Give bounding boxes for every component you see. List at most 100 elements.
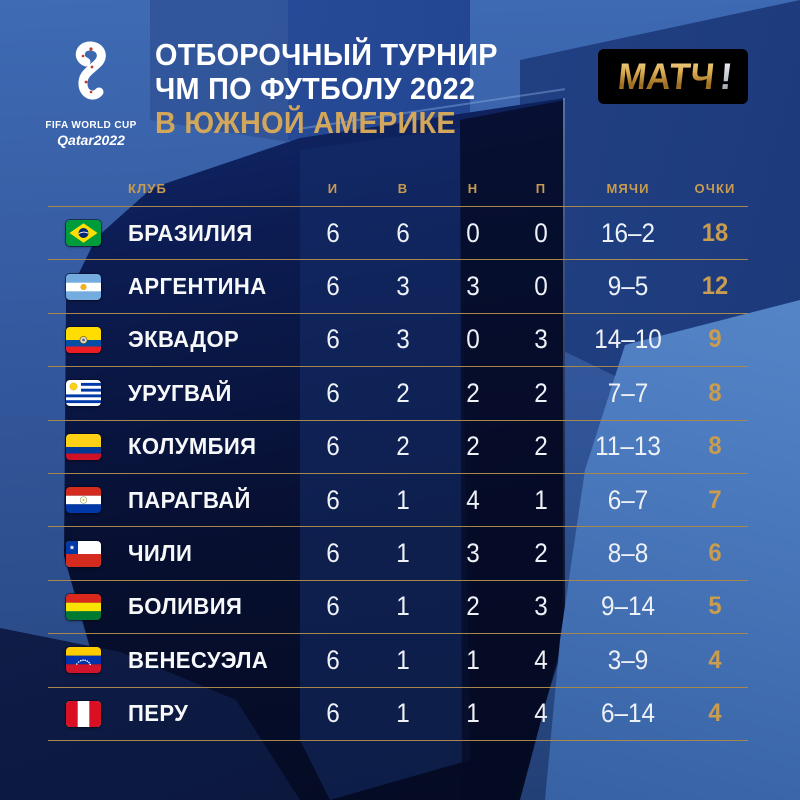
world-cup-trophy-swirl-icon [75, 41, 106, 100]
club-name: БОЛИВИЯ [128, 593, 243, 620]
points-value: 9 [708, 325, 722, 354]
played-value: 6 [326, 324, 340, 355]
points-value: 6 [708, 539, 722, 568]
ecuador-flag-icon [66, 326, 101, 353]
table-row: ЧИЛИ 6 1 3 2 8–8 6 [48, 527, 748, 581]
points-value: 4 [708, 645, 722, 674]
club-name: ВЕНЕСУЭЛА [128, 646, 269, 673]
club-name: ЧИЛИ [128, 540, 193, 567]
background-edge-highlight [563, 98, 565, 638]
argentina-flag-icon [66, 273, 101, 300]
title-line-3: В ЮЖНОЙ АМЕРИКЕ [155, 105, 456, 140]
draws-value: 0 [466, 324, 480, 355]
table-row: БРАЗИЛИЯ 6 6 0 0 16–2 18 [48, 207, 748, 261]
goals-value: 6–14 [600, 698, 656, 729]
club-name: УРУГВАЙ [128, 379, 232, 406]
played-value: 6 [326, 271, 340, 302]
wins-value: 3 [396, 324, 410, 355]
played-value: 6 [326, 591, 340, 622]
losses-value: 2 [534, 431, 548, 462]
column-header-played: И [327, 180, 339, 196]
bolivia-flag-icon [66, 593, 101, 620]
losses-value: 2 [534, 538, 548, 569]
match-tv-logo: МАТЧ ! [598, 49, 748, 104]
draws-value: 1 [466, 644, 480, 675]
draws-value: 2 [466, 377, 480, 408]
draws-value: 1 [466, 698, 480, 729]
goals-value: 16–2 [600, 217, 656, 248]
table-row: ПАРАГВАЙ 6 1 4 1 6–7 7 [48, 474, 748, 528]
played-value: 6 [326, 644, 340, 675]
played-value: 6 [326, 484, 340, 515]
wins-value: 1 [396, 591, 410, 622]
club-name: БРАЗИЛИЯ [128, 219, 253, 246]
table-row: КОЛУМБИЯ 6 2 2 2 11–13 8 [48, 421, 748, 474]
table-row: ПЕРУ 6 1 1 4 6–14 4 [48, 688, 748, 741]
draws-value: 0 [466, 217, 480, 248]
table-row: ЭКВАДОР 6 3 0 3 14–10 9 [48, 314, 748, 368]
wins-value: 1 [396, 484, 410, 515]
played-value: 6 [326, 217, 340, 248]
venezuela-flag-icon [66, 647, 101, 674]
column-header-points: ОЧКИ [694, 180, 736, 196]
draws-value: 2 [466, 431, 480, 462]
table-row: ВЕНЕСУЭЛА 6 1 1 4 3–9 4 [48, 634, 748, 688]
column-header-club: КЛУБ [128, 180, 167, 196]
column-header-losses: П [535, 180, 547, 196]
goals-value: 14–10 [594, 324, 662, 355]
draws-value: 3 [466, 271, 480, 302]
table-row: УРУГВАЙ 6 2 2 2 7–7 8 [48, 367, 748, 421]
column-header-wins: В [397, 180, 409, 196]
losses-value: 2 [534, 377, 548, 408]
wins-value: 1 [396, 698, 410, 729]
wins-value: 6 [396, 217, 410, 248]
points-value: 7 [708, 485, 722, 514]
goals-value: 11–13 [595, 431, 661, 462]
fifa-world-cup-logo: FIFA WORLD CUP Qatar2022 [45, 40, 137, 148]
wins-value: 1 [396, 538, 410, 569]
club-name: ПЕРУ [128, 700, 189, 727]
column-header-draws: Н [467, 180, 479, 196]
losses-value: 4 [534, 644, 548, 675]
paraguay-flag-icon [66, 487, 101, 514]
match-tv-wordmark: МАТЧ [615, 55, 717, 97]
title-line-2: ЧМ ПО ФУТБОЛУ 2022 [155, 71, 476, 106]
table-row: АРГЕНТИНА 6 3 3 0 9–5 12 [48, 260, 748, 314]
points-value: 8 [708, 432, 722, 461]
points-value: 12 [701, 272, 729, 301]
played-value: 6 [326, 698, 340, 729]
points-value: 18 [701, 218, 729, 247]
played-value: 6 [326, 431, 340, 462]
colombia-flag-icon [66, 433, 101, 460]
standings-table: КЛУБ И В Н П МЯЧИ ОЧКИ БРАЗИЛИЯ 6 6 0 0 … [48, 170, 748, 741]
match-tv-exclamation: ! [717, 55, 735, 97]
table-header-row: КЛУБ И В Н П МЯЧИ ОЧКИ [48, 170, 748, 207]
played-value: 6 [326, 538, 340, 569]
fifa-logo-text: FIFA WORLD CUP [45, 120, 137, 131]
wins-value: 1 [396, 644, 410, 675]
points-value: 4 [708, 699, 722, 728]
wins-value: 2 [396, 377, 410, 408]
goals-value: 9–5 [607, 271, 649, 302]
club-name: АРГЕНТИНА [128, 273, 267, 300]
table-row: БОЛИВИЯ 6 1 2 3 9–14 5 [48, 581, 748, 635]
losses-value: 3 [534, 591, 548, 622]
goals-value: 6–7 [607, 484, 649, 515]
draws-value: 2 [466, 591, 480, 622]
uruguay-flag-icon [66, 380, 101, 407]
points-value: 8 [708, 378, 722, 407]
title-line-1: ОТБОРОЧНЫЙ ТУРНИР [155, 37, 498, 72]
club-name: КОЛУМБИЯ [128, 433, 257, 460]
losses-value: 0 [534, 271, 548, 302]
wins-value: 3 [396, 271, 410, 302]
goals-value: 7–7 [607, 377, 649, 408]
points-value: 5 [708, 592, 722, 621]
goals-value: 3–9 [607, 644, 649, 675]
qatar-2022-text: Qatar2022 [57, 132, 125, 148]
brazil-flag-icon [66, 220, 101, 247]
losses-value: 1 [534, 484, 548, 515]
